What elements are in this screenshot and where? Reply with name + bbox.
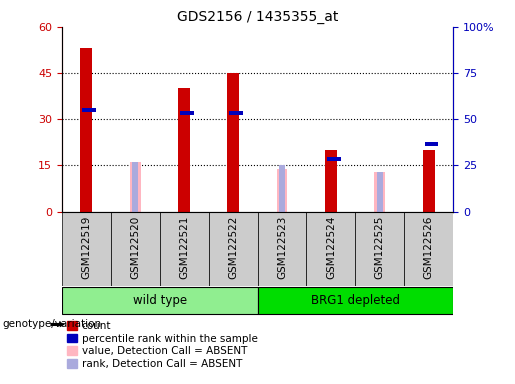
Text: GSM122524: GSM122524	[326, 215, 336, 279]
Text: BRG1 depleted: BRG1 depleted	[311, 294, 400, 306]
Text: GSM122519: GSM122519	[81, 215, 91, 279]
Bar	[325, 150, 337, 212]
Bar	[160, 212, 209, 286]
Legend: count, percentile rank within the sample, value, Detection Call = ABSENT, rank, : count, percentile rank within the sample…	[67, 321, 258, 369]
Bar	[425, 142, 438, 146]
Bar	[277, 169, 287, 212]
Bar	[279, 166, 285, 212]
Text: GSM122526: GSM122526	[424, 215, 434, 279]
Bar	[355, 212, 404, 286]
Text: wild type: wild type	[132, 294, 187, 306]
Bar	[82, 108, 96, 112]
Bar	[377, 172, 383, 212]
Text: GSM122525: GSM122525	[375, 215, 385, 279]
Text: GSM122523: GSM122523	[277, 215, 287, 279]
Bar	[130, 162, 141, 212]
Bar	[178, 88, 190, 212]
Bar	[327, 157, 340, 161]
Bar	[111, 212, 160, 286]
Text: GSM122520: GSM122520	[130, 215, 140, 279]
Bar	[423, 150, 435, 212]
Bar	[180, 111, 194, 115]
Bar	[258, 212, 306, 286]
Bar	[404, 212, 453, 286]
Bar	[62, 287, 258, 314]
Bar	[80, 48, 92, 212]
Text: GSM122521: GSM122521	[179, 215, 189, 279]
Bar	[132, 162, 138, 212]
Title: GDS2156 / 1435355_at: GDS2156 / 1435355_at	[177, 10, 338, 25]
Bar	[306, 212, 355, 286]
Text: GSM122522: GSM122522	[228, 215, 238, 279]
Bar	[227, 73, 239, 212]
Bar	[209, 212, 258, 286]
Bar	[258, 287, 453, 314]
Bar	[229, 111, 243, 115]
Bar	[374, 172, 385, 212]
Text: genotype/variation: genotype/variation	[3, 319, 101, 329]
Bar	[62, 212, 111, 286]
